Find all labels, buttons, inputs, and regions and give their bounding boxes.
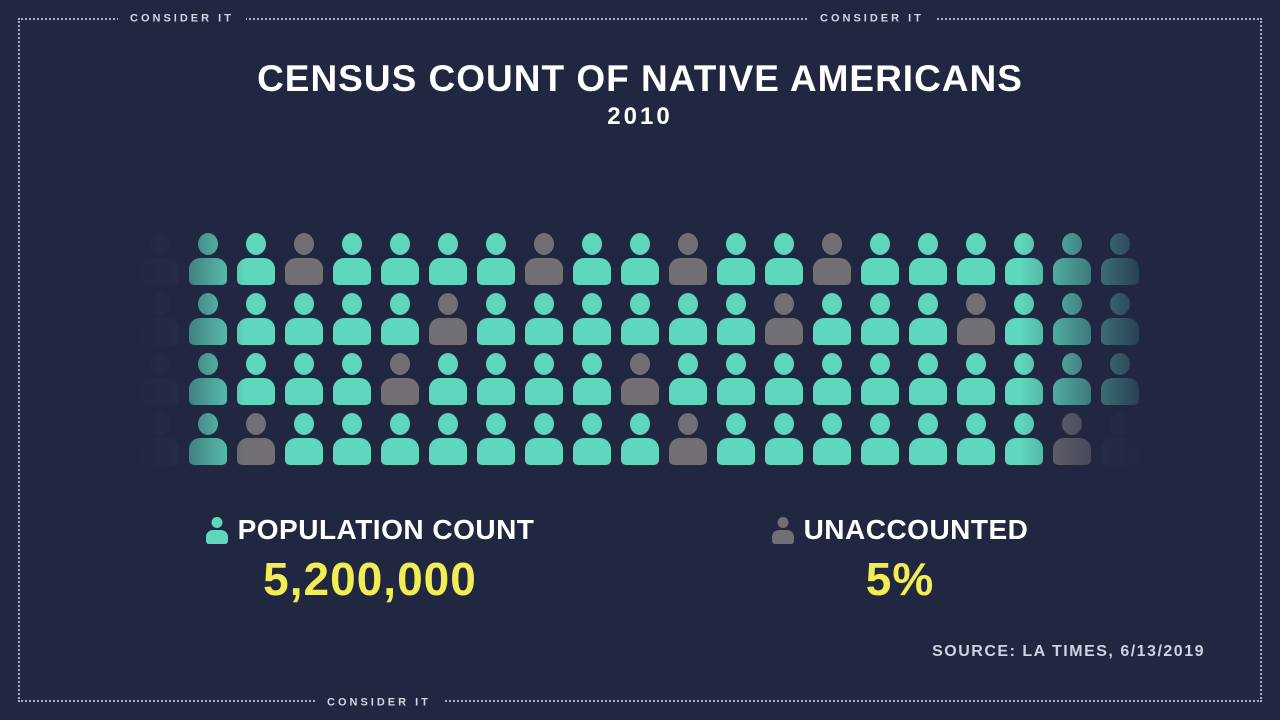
legend-population: POPULATION COUNT 5,200,000: [140, 514, 600, 606]
brand-label-bottom: CONSIDER IT: [315, 696, 443, 709]
page-subtitle: 2010: [607, 103, 673, 130]
legend-unaccounted: UNACCOUNTED 5%: [700, 514, 1100, 606]
population-count-label: POPULATION COUNT: [237, 514, 535, 545]
person-icon: [669, 293, 707, 345]
person-icon: [285, 353, 323, 405]
person-icon: [765, 233, 803, 285]
person-icon: [621, 413, 659, 465]
person-icon: [333, 353, 371, 405]
unaccounted-label: UNACCOUNTED: [803, 514, 1029, 545]
person-icon: [429, 353, 467, 405]
person-icon: [765, 293, 803, 345]
person-icon: [813, 293, 851, 345]
person-icon: [909, 413, 947, 465]
person-icon: [717, 413, 755, 465]
person-icon: [477, 293, 515, 345]
person-icon: [861, 353, 899, 405]
person-icon: [861, 233, 899, 285]
person-icon: [573, 293, 611, 345]
person-icon: [621, 353, 659, 405]
population-count-value: 5,200,000: [263, 553, 477, 605]
person-icon: [957, 293, 995, 345]
person-icon: [957, 413, 995, 465]
person-icon: [381, 413, 419, 465]
person-icon: [525, 413, 563, 465]
person-icon: [669, 233, 707, 285]
person-icon: [477, 233, 515, 285]
person-icon: [765, 353, 803, 405]
fade-overlay-left: [130, 225, 245, 475]
person-icon: [813, 233, 851, 285]
person-icon: [765, 413, 803, 465]
person-icon: [285, 293, 323, 345]
person-icon: [909, 353, 947, 405]
person-icon: [621, 233, 659, 285]
person-icon: [333, 293, 371, 345]
person-icon: [477, 413, 515, 465]
unaccounted-value: 5%: [865, 553, 935, 605]
person-icon: [813, 353, 851, 405]
person-icon: [573, 233, 611, 285]
page-title: CENSUS COUNT OF NATIVE AMERICANS: [257, 58, 1023, 99]
person-icon: [573, 353, 611, 405]
person-icon: [285, 413, 323, 465]
person-icon-gray: [771, 516, 794, 544]
person-icon: [669, 413, 707, 465]
person-icon: [525, 353, 563, 405]
person-icon: [957, 353, 995, 405]
person-icon: [477, 353, 515, 405]
person-icon: [717, 293, 755, 345]
person-icon: [429, 293, 467, 345]
person-icon: [381, 353, 419, 405]
person-icon: [621, 293, 659, 345]
person-icon: [525, 293, 563, 345]
fade-overlay-right: [1020, 225, 1155, 475]
person-icon: [429, 413, 467, 465]
person-icon: [333, 233, 371, 285]
person-icon: [957, 233, 995, 285]
brand-label-top-right: CONSIDER IT: [808, 12, 936, 25]
person-icon: [717, 233, 755, 285]
person-icon: [333, 413, 371, 465]
person-icon: [381, 293, 419, 345]
source-citation: SOURCE: LA TIMES, 6/13/2019: [932, 643, 1205, 660]
person-icon: [285, 233, 323, 285]
person-icon: [909, 293, 947, 345]
pictogram-grid: [141, 233, 1139, 465]
brand-label-top-left: CONSIDER IT: [118, 12, 246, 25]
person-icon: [381, 233, 419, 285]
person-icon: [525, 233, 563, 285]
person-icon: [669, 353, 707, 405]
person-icon: [861, 293, 899, 345]
person-icon-teal: [205, 516, 228, 544]
person-icon: [573, 413, 611, 465]
person-icon: [429, 233, 467, 285]
person-icon: [717, 353, 755, 405]
person-icon: [813, 413, 851, 465]
person-icon: [909, 233, 947, 285]
person-icon: [861, 413, 899, 465]
